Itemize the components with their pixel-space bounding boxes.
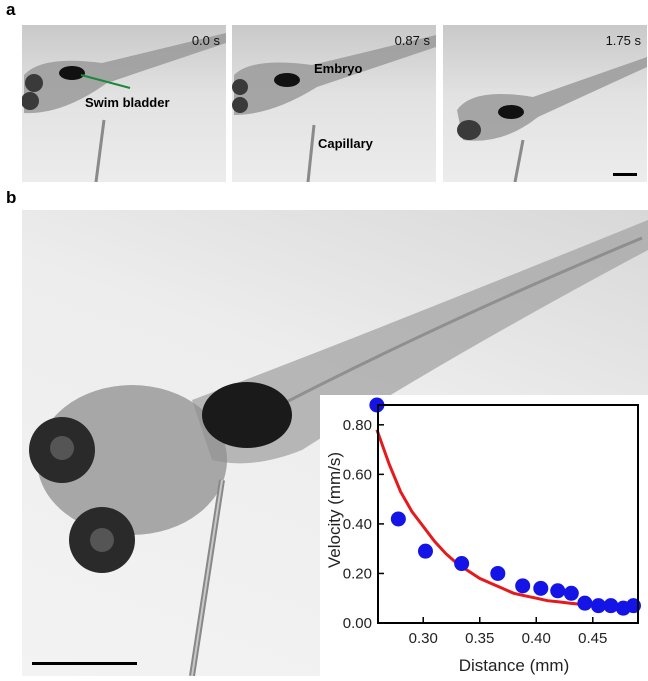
scalebar-b [32,662,137,665]
plot-frame [377,404,639,624]
data-point [550,583,566,599]
frame-2-embryo-image [232,35,436,182]
y-tick-label: 0.00 [343,615,372,632]
frame-3-embryo-image [457,57,647,182]
frame-2-time: 0.87 s [394,33,430,48]
data-point [390,511,406,527]
chart-ticks: 0.30 0.35 0.40 0.45 0.00 0.20 0.40 0.60 0.80 [343,417,608,647]
x-tick-label: 0.35 [465,630,494,647]
frame-1-embryo-image [22,33,226,182]
y-axis-label: Velocity (mm/s) [325,452,344,568]
panel-b-letter: b [6,188,17,207]
embryo-label: Embryo [314,61,363,76]
data-point [515,578,531,594]
x-tick-label: 0.40 [522,630,551,647]
frame-3: 1.75 s [443,25,647,182]
data-point [454,556,470,572]
data-point [490,565,506,581]
data-point [533,580,549,596]
velocity-distance-chart: Velocity (mm/s) Distance (mm) 0.30 0.35 0.… [320,395,648,676]
swim-bladder-label: Swim bladder [85,95,170,110]
frame-3-time: 1.75 s [605,33,641,48]
data-point [590,598,606,614]
frame-1: 0.0 s Swim bladder [22,25,226,182]
data-point [417,543,433,559]
x-tick-label: 0.30 [409,630,438,647]
data-point [563,585,579,601]
chart-svg: Velocity (mm/s) Distance (mm) 0.30 0.35 0.… [320,395,648,676]
frame-1-time: 0.0 s [191,33,220,48]
frame-2: 0.87 s Embryo Capillary [232,25,436,182]
data-point [603,598,619,614]
y-tick-label: 0.60 [343,466,372,483]
embryo-micrograph-image [29,220,648,676]
y-tick-label: 0.40 [343,516,372,533]
x-tick-label: 0.45 [578,630,607,647]
chart-points [369,397,641,616]
capillary-label: Capillary [318,136,373,151]
x-axis-label: Distance (mm) [459,656,570,675]
chart-background [320,395,648,676]
pointer-line [80,74,131,89]
data-point [369,397,385,413]
panel-a-letter: a [6,0,16,19]
data-point [577,595,593,611]
y-tick-label: 0.80 [343,417,372,434]
y-tick-label: 0.20 [343,565,372,582]
scalebar-a [613,173,637,176]
